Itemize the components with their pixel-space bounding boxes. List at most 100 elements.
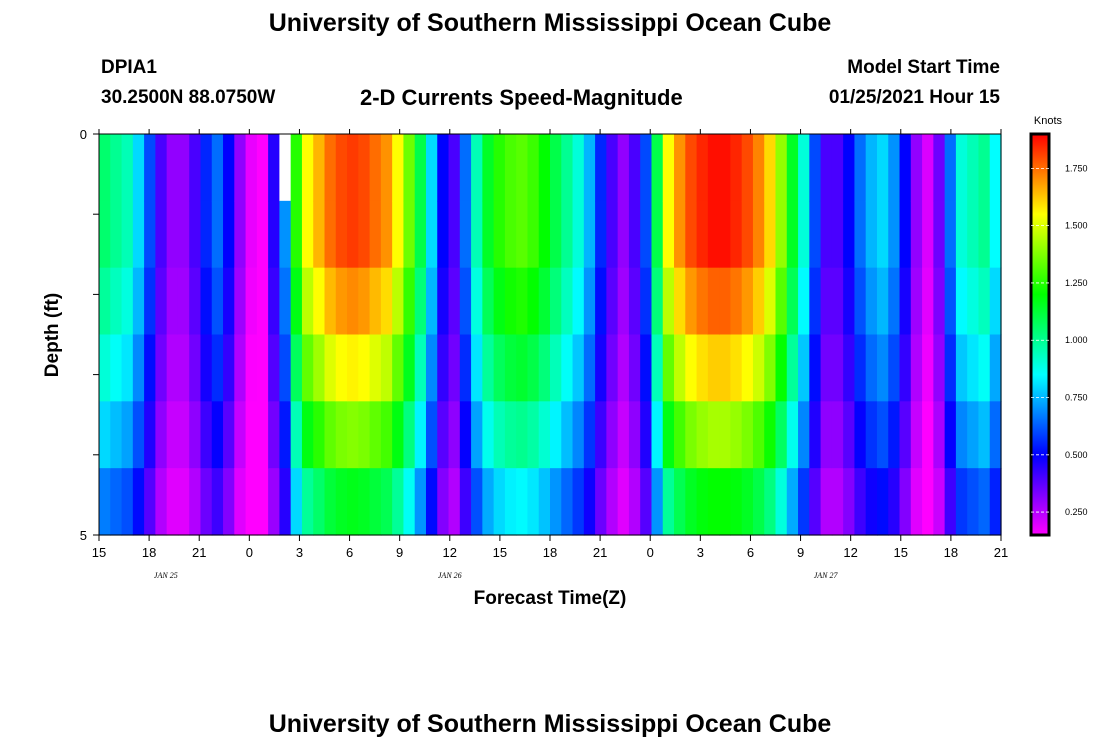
- heatmap-cell: [651, 401, 664, 469]
- heatmap-cell: [651, 134, 664, 202]
- heatmap-cell: [504, 200, 517, 269]
- heatmap-cell: [606, 334, 619, 402]
- heatmap-cell: [110, 267, 123, 336]
- heatmap-cell: [223, 468, 235, 536]
- x-tick-label: 0: [647, 545, 654, 560]
- day-label: JAN 25: [154, 571, 178, 580]
- heatmap-cell: [144, 134, 156, 202]
- heatmap-cell: [640, 401, 653, 469]
- heatmap-cell: [640, 468, 653, 536]
- heatmap-cell: [674, 334, 686, 402]
- heatmap-cell: [403, 334, 416, 402]
- heatmap-cell: [922, 401, 934, 469]
- heatmap-cell: [358, 468, 371, 536]
- heatmap-cell: [121, 468, 134, 536]
- heatmap-cell: [978, 200, 991, 269]
- heatmap-cell: [775, 468, 788, 536]
- heatmap-cell: [933, 401, 946, 469]
- heatmap-cell: [380, 200, 393, 269]
- heatmap-cell: [110, 401, 123, 469]
- heatmap-cell: [358, 401, 371, 469]
- heatmap-cell: [234, 267, 247, 336]
- heatmap-cell: [268, 200, 281, 269]
- heatmap-cell: [583, 200, 596, 269]
- heatmap-cell: [775, 401, 788, 469]
- heatmap-cell: [888, 200, 901, 269]
- heatmap-cell: [414, 200, 427, 269]
- heatmap-cell: [99, 200, 111, 269]
- heatmap-cell: [403, 267, 416, 336]
- heatmap-cell: [471, 401, 483, 469]
- heatmap-cell: [741, 401, 754, 469]
- heatmap-cell: [211, 468, 224, 536]
- heatmap-cell: [313, 334, 326, 402]
- heatmap-cell: [865, 267, 878, 336]
- heatmap-cell: [786, 468, 799, 536]
- heatmap-cell: [955, 334, 968, 402]
- heatmap-cell: [245, 334, 258, 402]
- heatmap-cell: [245, 468, 258, 536]
- heatmap-cell: [595, 267, 607, 336]
- heatmap-cell: [831, 401, 844, 469]
- heatmap-cell: [177, 334, 190, 402]
- heatmap-cell: [955, 267, 968, 336]
- heatmap-cell: [290, 134, 303, 202]
- heatmap-cell: [922, 267, 934, 336]
- heatmap-cell: [583, 134, 596, 202]
- heatmap-cell: [482, 200, 495, 269]
- heatmap-cell: [820, 334, 833, 402]
- heatmap-cell: [865, 401, 878, 469]
- heatmap-cell: [313, 468, 326, 536]
- heatmap-cell: [865, 134, 878, 202]
- x-tick-label: 18: [142, 545, 156, 560]
- heatmap-cell: [933, 267, 946, 336]
- heatmap-cell: [685, 200, 698, 269]
- heatmap-cell: [933, 134, 946, 202]
- x-tick-label: 21: [994, 545, 1008, 560]
- colorbar-tick-label: 1.250: [1065, 278, 1088, 288]
- heatmap-cell: [899, 200, 912, 269]
- heatmap-cell: [944, 401, 957, 469]
- heatmap-cell: [132, 200, 145, 269]
- heatmap-cell: [414, 334, 427, 402]
- heatmap-cell: [347, 401, 359, 469]
- heatmap-cell: [854, 401, 867, 469]
- heatmap-cell: [899, 401, 912, 469]
- heatmap-cell: [290, 334, 303, 402]
- heatmap-cell: [211, 134, 224, 202]
- heatmap-cell: [437, 468, 450, 536]
- heatmap-cell: [504, 334, 517, 402]
- heatmap-cell: [189, 401, 202, 469]
- heatmap-cell: [910, 334, 923, 402]
- x-tick-label: 0: [246, 545, 253, 560]
- heatmap-cell: [527, 134, 540, 202]
- heatmap-cell: [245, 134, 258, 202]
- heatmap-cell: [967, 334, 980, 402]
- heatmap-cell: [493, 267, 506, 336]
- y-axis-label: Depth (ft): [42, 293, 63, 377]
- heatmap-cell: [459, 468, 472, 536]
- product-title: 2-D Currents Speed-Magnitude: [360, 85, 683, 110]
- x-tick-label: 3: [697, 545, 704, 560]
- heatmap-cell: [414, 401, 427, 469]
- heatmap-cell: [843, 134, 856, 202]
- x-tick-label: 15: [894, 545, 908, 560]
- heatmap-cell: [448, 334, 461, 402]
- heatmap-cell: [820, 134, 833, 202]
- heatmap-cell: [403, 134, 416, 202]
- heatmap-cell: [268, 468, 281, 536]
- heatmap-cell: [854, 134, 867, 202]
- heatmap-cell: [572, 468, 585, 536]
- heatmap-cell: [256, 134, 269, 202]
- heatmap-cell: [403, 401, 416, 469]
- x-tick-label: 18: [543, 545, 557, 560]
- heatmap-cell: [324, 468, 337, 536]
- heatmap-cell: [775, 134, 788, 202]
- heatmap-cell: [730, 267, 743, 336]
- heatmap-cell: [516, 134, 529, 202]
- heatmap-cell: [414, 267, 427, 336]
- heatmap-cell: [99, 134, 111, 202]
- heatmap-cell: [865, 334, 878, 402]
- heatmap-cell: [256, 401, 269, 469]
- heatmap-cell: [211, 267, 224, 336]
